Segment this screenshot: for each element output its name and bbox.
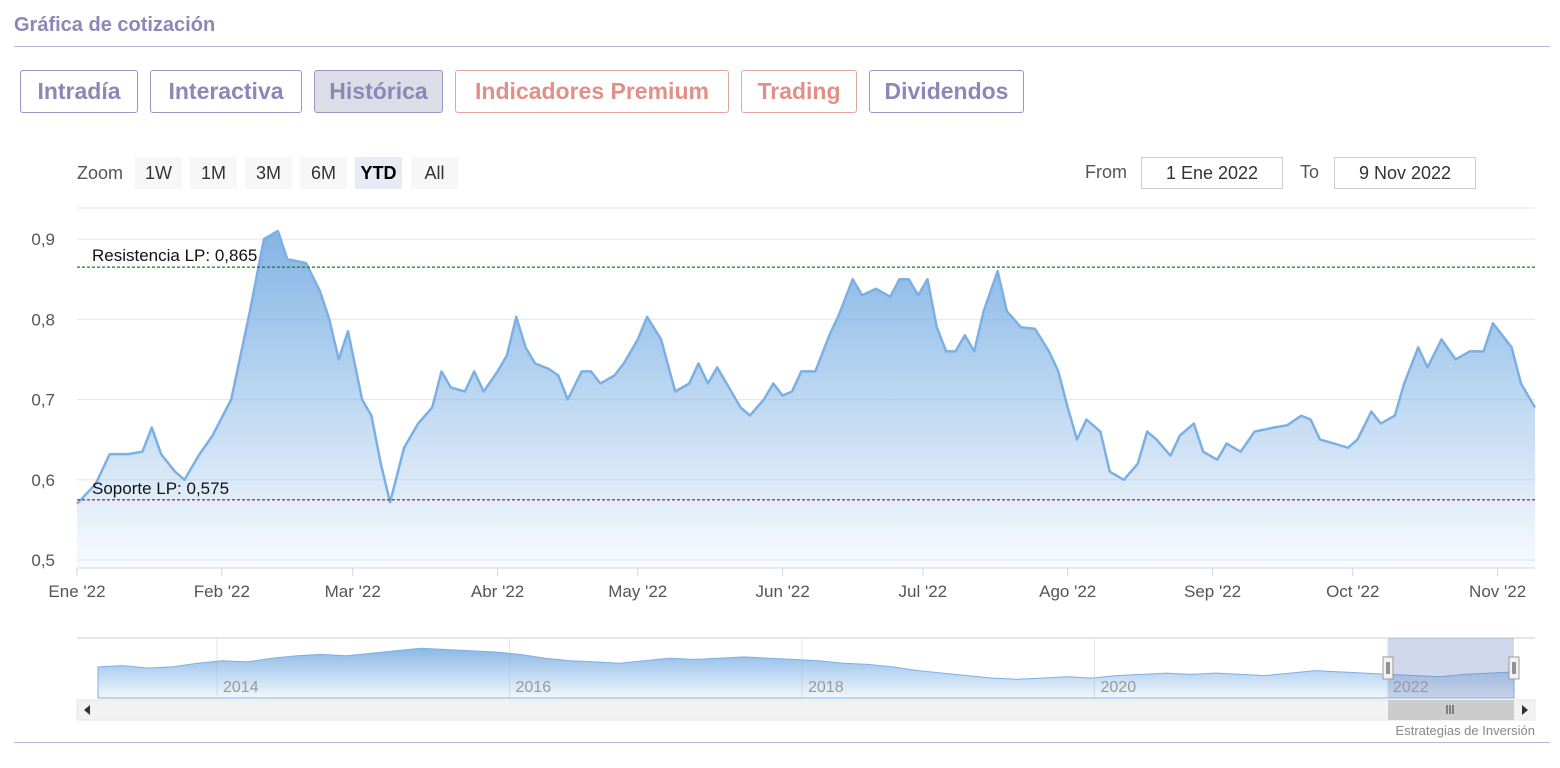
- zoom-1w-button[interactable]: 1W: [135, 157, 182, 189]
- y-tick-label: 0,8: [31, 310, 55, 329]
- x-tick-label: Ene '22: [48, 582, 105, 601]
- title-divider: [14, 46, 1550, 47]
- y-tick-label: 0,7: [31, 391, 55, 410]
- plot-line-label: Resistencia LP: 0,865: [92, 246, 257, 265]
- x-tick-label: May '22: [608, 582, 667, 601]
- scrollbar-track[interactable]: [76, 699, 1536, 721]
- zoom-all-button[interactable]: All: [411, 157, 458, 189]
- x-tick-label: Nov '22: [1469, 582, 1526, 601]
- page-title: Gráfica de cotización: [14, 14, 216, 36]
- zoom-6m-button[interactable]: 6M: [300, 157, 347, 189]
- zoom-ytd-button[interactable]: YTD: [355, 157, 402, 189]
- x-tick-label: Abr '22: [471, 582, 524, 601]
- zoom-label: Zoom: [77, 163, 124, 183]
- price-line: [76, 229, 1537, 505]
- tab-intradia[interactable]: Intradía: [20, 70, 138, 113]
- x-tick-label: Jul '22: [899, 582, 948, 601]
- navigator-tick-label: 2020: [1101, 679, 1137, 696]
- plot-line-label: Soporte LP: 0,575: [92, 479, 229, 498]
- y-axis-labels: 0,5 0,6 0,7 0,8 0,9: [31, 230, 55, 570]
- tab-interactiva[interactable]: Interactiva: [150, 70, 302, 113]
- x-tick-label: Jun '22: [755, 582, 809, 601]
- navigator-tick-label: 2018: [808, 679, 844, 696]
- tab-trading[interactable]: Trading: [741, 70, 857, 113]
- x-tick-label: Oct '22: [1326, 582, 1379, 601]
- zoom-3m-button[interactable]: 3M: [245, 157, 292, 189]
- x-axis-labels: Ene '22 Feb '22 Mar '22 Abr '22 May '22 Jun '…: [48, 568, 1526, 601]
- y-tick-label: 0,5: [31, 551, 55, 570]
- range-from-label: From: [1085, 162, 1127, 182]
- y-tick-label: 0,9: [31, 230, 55, 249]
- range-to-input[interactable]: 9 Nov 2022: [1334, 157, 1476, 189]
- zoom-1m-button[interactable]: 1M: [190, 157, 237, 189]
- range-to-label: To: [1300, 162, 1320, 182]
- tab-dividendos[interactable]: Dividendos: [869, 70, 1024, 113]
- navigator-tick-label: 2022: [1393, 679, 1429, 696]
- x-tick-label: Feb '22: [194, 582, 250, 601]
- scrollbar-grip-icon: [1446, 705, 1454, 714]
- bottom-divider: [14, 742, 1550, 743]
- plot-lines: Resistencia LP: 0,865 Soporte LP: 0,575: [77, 246, 1535, 501]
- navigator-handle-right[interactable]: [1508, 656, 1520, 680]
- navigator-handle-left[interactable]: [1382, 656, 1394, 680]
- x-tick-label: Sep '22: [1184, 582, 1241, 601]
- tab-historica[interactable]: Histórica: [314, 70, 443, 113]
- tab-indicadores-premium[interactable]: Indicadores Premium: [455, 70, 729, 113]
- range-from-input[interactable]: 1 Ene 2022: [1141, 157, 1283, 189]
- x-tick-label: Mar '22: [325, 582, 381, 601]
- x-tick-label: Ago '22: [1039, 582, 1096, 601]
- price-area: [77, 231, 1535, 568]
- y-tick-label: 0,6: [31, 471, 55, 490]
- navigator-tick-label: 2014: [223, 679, 259, 696]
- navigator-mask[interactable]: [1388, 638, 1514, 698]
- scroll-left-arrow-icon[interactable]: [84, 705, 90, 715]
- chart-credit: Estrategias de Inversión: [1395, 723, 1535, 738]
- navigator-series: [97, 647, 1515, 699]
- navigator-axis-labels: 2014 2016 2018 2020 2022: [223, 679, 1429, 696]
- scroll-right-arrow-icon[interactable]: [1522, 705, 1528, 715]
- navigator-tick-label: 2016: [516, 679, 552, 696]
- scrollbar-thumb[interactable]: [1388, 700, 1514, 720]
